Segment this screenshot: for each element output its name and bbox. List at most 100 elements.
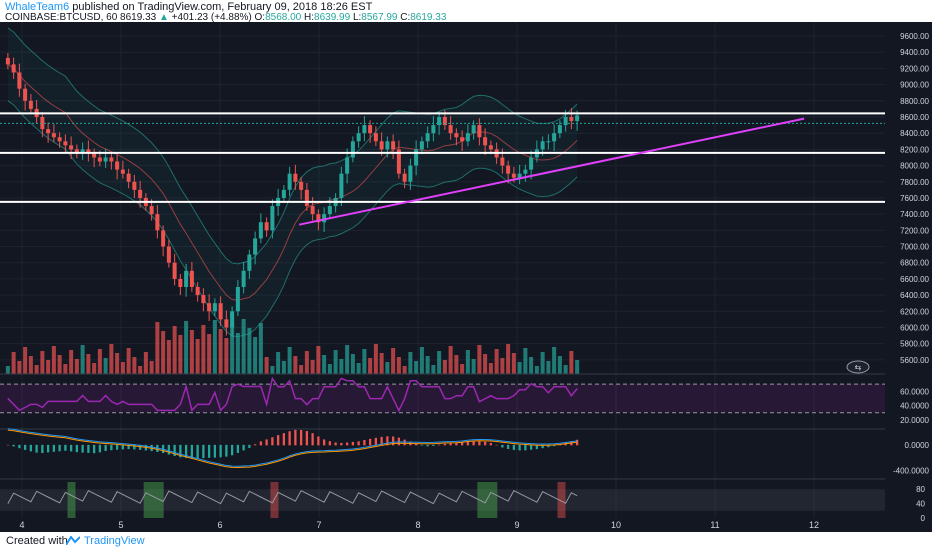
candle-body [230, 311, 235, 328]
volume-bar [5, 366, 10, 374]
volume-bar [276, 352, 281, 374]
volume-bar [132, 357, 137, 374]
price-tick-label: 7600.00 [900, 194, 929, 203]
volume-bar [189, 330, 194, 374]
volume-bar [471, 359, 476, 374]
macd-histogram-bar [127, 444, 130, 450]
macd-histogram-bar [483, 441, 487, 446]
macd-histogram-bar [449, 443, 452, 446]
candle-body [241, 270, 246, 287]
candle-body [385, 141, 390, 150]
volume-bar [80, 345, 85, 374]
price-tick-label: 5800.00 [900, 340, 929, 349]
macd-histogram-bar [311, 433, 314, 446]
macd-histogram-bar [328, 441, 332, 446]
volume-bar [103, 358, 108, 374]
candle-body [419, 141, 424, 150]
price-axis[interactable] [885, 22, 932, 532]
macd-histogram-bar [58, 444, 61, 452]
macd-histogram-bar [518, 444, 521, 451]
price-tick-label: 8400.00 [900, 129, 929, 138]
volume-bar [149, 361, 154, 374]
price-change: +401.23 (+4.88%) [171, 12, 252, 23]
candle-body [86, 149, 91, 154]
high-value: 8639.99 [314, 12, 351, 23]
macd-histogram-bar [104, 444, 107, 452]
volume-bar [86, 354, 91, 374]
candle-body [224, 319, 229, 328]
candle-body [253, 238, 258, 255]
price-tick-label: 9200.00 [900, 64, 929, 73]
date-tick-label: 10 [611, 520, 621, 530]
candle-body [414, 149, 419, 166]
candle-body [166, 246, 171, 263]
oscillator-highlight [143, 482, 164, 518]
macd-histogram-bar [552, 444, 556, 447]
macd-histogram-bar [207, 444, 211, 458]
candle-body [373, 133, 378, 142]
scale-button[interactable]: ⇆ [846, 360, 870, 374]
candle-body [161, 230, 166, 247]
oscillator-pane [0, 478, 932, 518]
price-tick-label: 5600.00 [900, 356, 929, 365]
oscillator-band [0, 489, 885, 511]
date-tick-label: 8 [415, 520, 420, 530]
rsi-pane [0, 373, 932, 414]
macd-histogram-bar [547, 444, 550, 448]
volume-bar [379, 353, 384, 374]
candle-body [201, 295, 206, 304]
candle-body [155, 214, 160, 231]
candle-body [557, 125, 562, 134]
volume-bar [552, 347, 557, 374]
macd-histogram-bar [121, 444, 125, 450]
author-link[interactable]: WhaleTeam6 [5, 1, 70, 13]
candle-body [471, 125, 476, 134]
tradingview-brand[interactable]: TradingView [84, 535, 145, 547]
trendline[interactable] [298, 117, 805, 226]
volume-bar [138, 366, 143, 374]
chart-canvas[interactable]: 8645.288156.457551.128619.3333:02 9600.0… [0, 22, 932, 532]
date-tick-label: 9 [514, 520, 519, 530]
macd-histogram-bar [345, 442, 349, 446]
candle-body [310, 206, 315, 215]
candle-body [511, 173, 516, 178]
candle-body [80, 149, 85, 154]
macd-histogram-bar [133, 444, 136, 450]
macd-histogram-bar [472, 441, 475, 446]
volume-bar [454, 355, 459, 374]
volume-bar [534, 366, 539, 374]
candle-body [74, 149, 79, 154]
date-tick-label: 5 [118, 520, 123, 530]
volume-bar [368, 358, 373, 374]
macd-histogram-bar [75, 444, 79, 453]
volume-bar [40, 351, 45, 374]
candle-body [109, 157, 114, 162]
macd-histogram-bar [322, 439, 326, 446]
macd-histogram-bar [460, 442, 464, 446]
price-tick-label: 6800.00 [900, 259, 929, 268]
candle-body [345, 157, 350, 174]
volume-bar [373, 344, 378, 374]
low-value: 8567.99 [361, 12, 398, 23]
candle-body [11, 64, 16, 73]
open-label: O: [254, 12, 266, 23]
macd-histogram-bar [52, 444, 56, 452]
macd-pane [0, 428, 932, 469]
volume-bar [506, 344, 511, 374]
price-tick-label: 8200.00 [900, 145, 929, 154]
macd-histogram-bar [437, 444, 441, 446]
volume-bar [546, 361, 551, 374]
oscillator-tick-label: 80 [916, 485, 925, 494]
candle-body [477, 125, 482, 138]
volume-bar [350, 354, 355, 374]
candle-body [442, 117, 447, 126]
date-tick-label: 11 [710, 520, 719, 530]
volume-bar [92, 363, 97, 374]
macd-histogram-bar [248, 444, 251, 448]
macd-histogram-bar [196, 444, 199, 459]
candle-body [138, 189, 143, 198]
rsi-tick-label: 20.0000 [900, 416, 929, 425]
volume-bar [310, 360, 315, 374]
oscillator-tick-label: 0 [921, 514, 926, 523]
up-arrow-icon: ▲ [158, 12, 169, 23]
